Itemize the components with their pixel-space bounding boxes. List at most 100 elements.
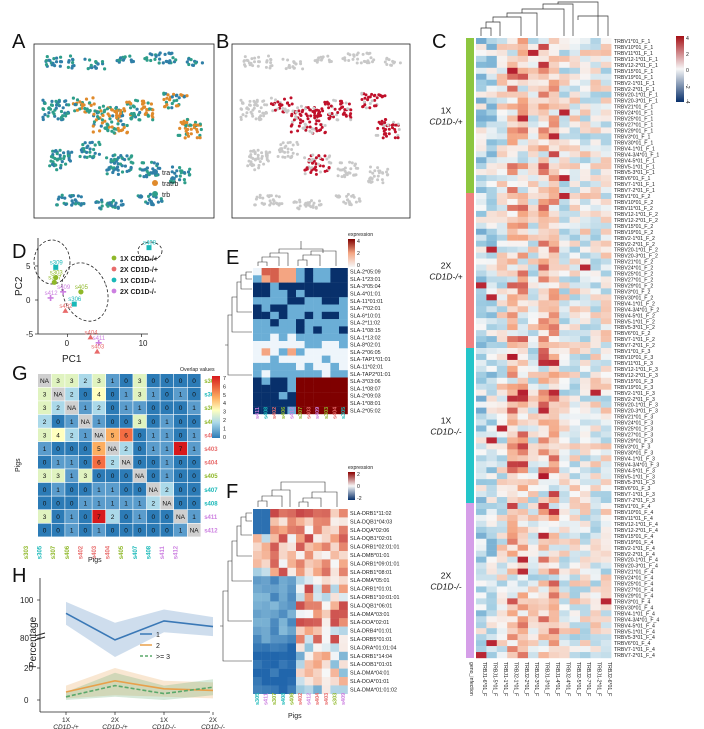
heatmap-f-cell (261, 559, 271, 568)
heatmap-c-cell (548, 324, 560, 331)
umap-a-point (97, 152, 101, 156)
heatmap-c-cell (559, 592, 570, 599)
heatmap-c-cell (590, 652, 601, 659)
heatmap-c-cell (496, 455, 508, 462)
heatmap-c-cell (507, 652, 518, 659)
umap-b-point (329, 104, 333, 108)
overlap-row-label: s406 (204, 420, 218, 426)
heatmap-f-cell (313, 509, 322, 518)
heatmap-c-cell (538, 73, 549, 80)
overlap-scale-tick: 4 (223, 401, 226, 407)
heatmap-c-cell (528, 163, 539, 170)
umap-b-point (370, 99, 374, 103)
heatmap-c-cell (569, 252, 581, 259)
heatmap-e-cell (270, 362, 279, 371)
heatmap-f-cell (261, 668, 271, 678)
heatmap-c-cell (548, 538, 560, 545)
heatmap-e-cell (321, 333, 331, 342)
umap-b-point (380, 119, 384, 123)
umap-b-point (336, 118, 340, 122)
heatmap-c-cell (569, 419, 581, 426)
heatmap-c-cell (559, 365, 570, 373)
heatmap-e-cell (287, 341, 297, 349)
umap-a-point (195, 127, 199, 132)
heatmap-c-cell (569, 264, 581, 271)
overlap-cell-value: 0 (111, 473, 115, 480)
panel-label-e: E (226, 247, 239, 269)
heatmap-c-cell (569, 616, 581, 623)
overlap-cell (92, 428, 106, 442)
row-label-c: TRBV19*01_F_4 (614, 540, 653, 546)
heatmap-c-cell (559, 157, 570, 164)
heatmap-c-cell (548, 348, 560, 355)
heatmap-c-cell (569, 389, 581, 396)
umap-a-point (171, 56, 175, 60)
row-label-c: TRBV4-1*01_F_3 (614, 456, 655, 462)
heatmap-c-cell (476, 181, 487, 188)
heatmap-f-cell (339, 609, 348, 619)
overlap-cell-value: 2 (83, 378, 87, 385)
panel-label-g: G (12, 363, 28, 385)
heatmap-c-cell (600, 133, 612, 140)
heatmap-c-cell (590, 407, 601, 414)
overlap-cell-value: 1 (111, 378, 115, 385)
heatmap-c-cell (590, 306, 601, 313)
umap-a-point (191, 63, 195, 67)
heatmap-c-cell (600, 181, 612, 188)
heatmap-c-cell (559, 652, 570, 659)
overlap-col-label: s307 (51, 545, 57, 559)
heatmap-e-cell (270, 348, 279, 356)
heatmap-c-cell (496, 157, 508, 164)
heatmap-c-cell (486, 234, 497, 241)
heatmap-c-cell (496, 353, 508, 361)
row-label-c: TRBV4-3/4*01_F_4 (614, 617, 659, 623)
umap-a-point (43, 113, 47, 117)
heatmap-f-cell (313, 567, 322, 577)
pca-ytick-label: -5 (26, 330, 34, 339)
heatmap-e-cell (296, 268, 305, 276)
heatmap-e-col-label: s402 (272, 407, 278, 419)
heatmap-c-cell (476, 365, 487, 373)
heatmap-f-cell (278, 668, 288, 678)
dendro-e-top (257, 241, 337, 266)
heatmap-e-cell (313, 326, 322, 334)
row-label-c: TRBV12-2*01_F_4 (614, 528, 658, 534)
overlap-cell-value: 1 (97, 487, 101, 494)
heatmap-c-cell (590, 592, 601, 599)
heatmap-e-cell (330, 392, 340, 400)
heatmap-c-cell (528, 73, 539, 80)
umap-b-point (305, 201, 309, 205)
heatmap-c-cell (528, 91, 539, 98)
heatmap-e-cell (253, 289, 262, 298)
heatmap-f-cell (296, 584, 305, 594)
heatmap-c-cell (517, 455, 529, 462)
umap-b-point (294, 62, 298, 66)
heatmap-f-cell (304, 525, 314, 535)
umap-a-point (118, 111, 123, 116)
heatmap-c-cell (559, 610, 570, 617)
heatmap-c-cell (580, 145, 591, 152)
heatmap-c-cell (569, 270, 581, 277)
heatmap-c-cell (569, 151, 581, 158)
heatmap-c-cell (559, 228, 570, 235)
heatmap-c-cell (538, 133, 549, 140)
heatmap-f-cell (287, 509, 297, 518)
heatmap-f-cell (313, 601, 322, 610)
heatmap-c-cell (476, 258, 487, 265)
heatmap-c-cell (517, 610, 529, 617)
panel-label-c: C (432, 31, 446, 53)
heatmap-c-cell (600, 61, 612, 69)
overlap-cell-value: NA (176, 514, 186, 521)
heatmap-e-cell (296, 341, 305, 349)
umap-a-point (145, 169, 149, 173)
row-label-c: TRBV1*01_F_3 (614, 349, 650, 355)
heatmap-c-cell (600, 568, 612, 575)
heatmap-c-cell (580, 85, 591, 92)
heatmap-c-cell (507, 574, 518, 581)
umap-a-point (52, 57, 56, 61)
umap-a-point (44, 59, 49, 63)
umap-b-point (385, 63, 389, 66)
heatmap-f-cell (313, 593, 322, 602)
umap-a-point (82, 147, 86, 151)
heatmap-c-cell (496, 55, 508, 63)
